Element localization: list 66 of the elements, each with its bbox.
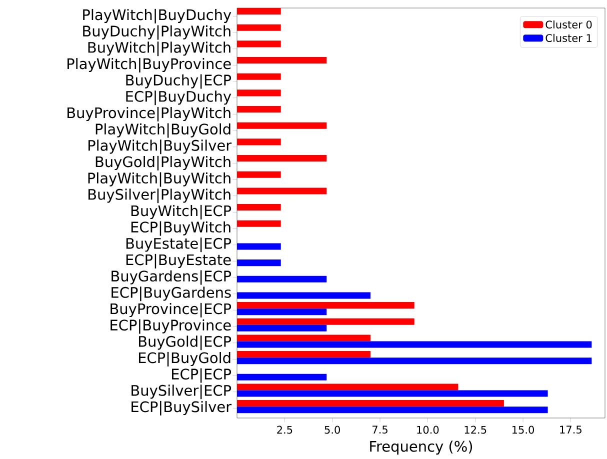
bar — [237, 24, 281, 31]
bar — [237, 171, 281, 178]
x-tick-label: 2.5 — [277, 426, 292, 434]
bar — [237, 302, 414, 309]
x-tick-label: 15.0 — [512, 426, 534, 434]
y-tick-label: PlayWitch|BuyProvince — [68, 58, 231, 72]
y-tick-label: BuyWitch|PlayWitch — [88, 42, 230, 56]
y-tick-label: PlayWitch|BuyGold — [96, 123, 230, 138]
x-tick-label: 17.5 — [560, 426, 582, 434]
bar — [237, 260, 281, 266]
bar — [237, 122, 327, 129]
y-tick-label: ECP|BuySilver — [132, 400, 232, 416]
bar — [237, 358, 592, 364]
y-tick-label: BuyGardens|ECP — [112, 270, 232, 285]
bar — [237, 204, 281, 211]
x-tick-label: 12.5 — [464, 426, 486, 434]
bar — [237, 138, 281, 146]
x-tick-label: 10.0 — [417, 426, 439, 434]
bar — [237, 400, 504, 407]
bar — [237, 73, 281, 80]
x-tick-label: 5.0 — [324, 426, 340, 434]
bar — [237, 374, 327, 380]
bar — [237, 334, 370, 342]
bar — [237, 243, 281, 250]
y-tick-label: BuySilver|PlayWitch — [88, 188, 230, 204]
bar — [237, 90, 281, 96]
bar — [237, 324, 327, 332]
y-tick-label: BuyGold|ECP — [138, 336, 232, 350]
y-tick-label: BuyEstate|ECP — [126, 238, 232, 252]
bar — [237, 40, 281, 48]
y-tick-label: BuyDuchy|PlayWitch — [83, 25, 230, 40]
legend-label: Cluster 1 — [546, 34, 592, 42]
y-tick-label: ECP|BuyProvince — [110, 319, 231, 334]
bar — [237, 155, 327, 162]
bar — [237, 292, 370, 299]
bar — [237, 351, 370, 358]
x-tick-label: 7.5 — [372, 426, 388, 434]
y-tick-label: PlayWitch|BuySilver — [88, 140, 232, 154]
x-axis-title: Frequency (%) — [370, 440, 472, 455]
y-tick-label: ECP|BuyDuchy — [126, 90, 232, 106]
legend-label: Cluster 0 — [546, 20, 592, 29]
bar — [237, 406, 548, 414]
y-tick-label: ECP|BuyEstate — [126, 254, 231, 268]
bar — [237, 188, 327, 194]
bar — [237, 341, 592, 348]
y-tick-label: BuyProvince|PlayWitch — [68, 106, 230, 122]
bar — [237, 318, 414, 325]
bar — [237, 276, 327, 282]
y-tick-label: BuyGold|PlayWitch — [96, 156, 230, 170]
y-tick-label: BuyDuchy|ECP — [126, 74, 232, 89]
bar — [237, 308, 327, 316]
y-tick-label: ECP|ECP — [172, 368, 232, 383]
bar — [237, 384, 458, 390]
bar — [237, 57, 327, 64]
y-tick-label: PlayWitch|BuyDuchy — [83, 8, 232, 24]
bar — [237, 220, 281, 227]
bar — [237, 390, 548, 397]
bar — [237, 8, 281, 15]
y-tick-label: BuyProvince|ECP — [110, 302, 232, 318]
y-tick-label: ECP|BuyGold — [138, 352, 230, 366]
y-tick-label: ECP|BuyGardens — [112, 286, 231, 302]
y-tick-label: PlayWitch|BuyWitch — [88, 172, 230, 187]
y-tick-label: ECP|BuyWitch — [131, 221, 230, 236]
bar — [237, 106, 281, 113]
y-tick-label: BuyWitch|ECP — [131, 204, 232, 220]
y-tick-label: BuySilver|ECP — [132, 384, 232, 400]
